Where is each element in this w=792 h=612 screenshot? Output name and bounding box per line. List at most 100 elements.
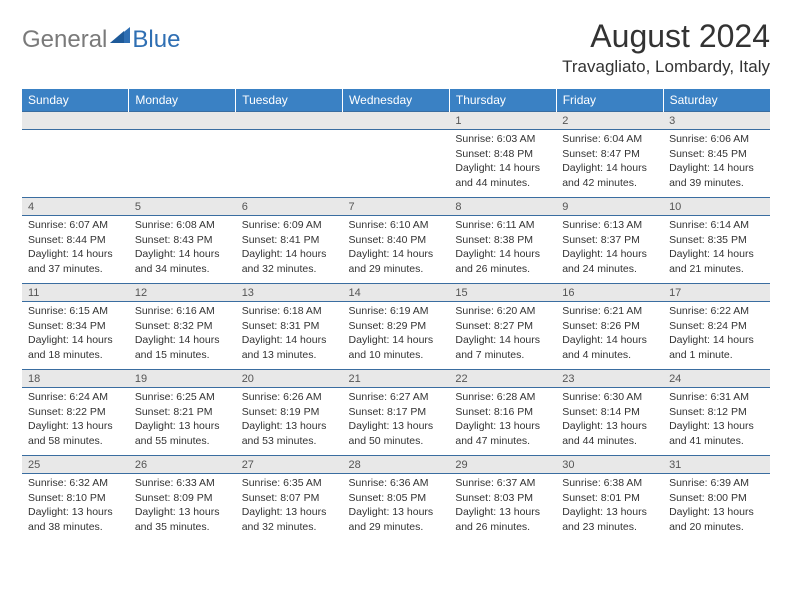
day-number: 2: [556, 112, 663, 129]
day-info: Sunrise: 6:11 AMSunset: 8:38 PMDaylight:…: [449, 216, 556, 281]
day-cell: 3: [663, 112, 770, 130]
day-info-cell: Sunrise: 6:15 AMSunset: 8:34 PMDaylight:…: [22, 302, 129, 370]
day-number: 19: [129, 370, 236, 387]
day-info-cell: [343, 130, 450, 198]
day-info: Sunrise: 6:04 AMSunset: 8:47 PMDaylight:…: [556, 130, 663, 195]
day-info-cell: Sunrise: 6:31 AMSunset: 8:12 PMDaylight:…: [663, 388, 770, 456]
day-number: 16: [556, 284, 663, 301]
day-number: 10: [663, 198, 770, 215]
day-info: Sunrise: 6:14 AMSunset: 8:35 PMDaylight:…: [663, 216, 770, 281]
info-row: Sunrise: 6:15 AMSunset: 8:34 PMDaylight:…: [22, 302, 770, 370]
day-header: Sunday: [22, 89, 129, 112]
day-info-cell: Sunrise: 6:20 AMSunset: 8:27 PMDaylight:…: [449, 302, 556, 370]
day-info: Sunrise: 6:32 AMSunset: 8:10 PMDaylight:…: [22, 474, 129, 539]
day-info-cell: Sunrise: 6:25 AMSunset: 8:21 PMDaylight:…: [129, 388, 236, 456]
day-info: Sunrise: 6:09 AMSunset: 8:41 PMDaylight:…: [236, 216, 343, 281]
day-header: Tuesday: [236, 89, 343, 112]
day-info-cell: Sunrise: 6:21 AMSunset: 8:26 PMDaylight:…: [556, 302, 663, 370]
day-number: 20: [236, 370, 343, 387]
day-info-cell: [236, 130, 343, 198]
header: General Blue August 2024 Travagliato, Lo…: [22, 18, 770, 77]
day-number: 4: [22, 198, 129, 215]
day-cell: 15: [449, 284, 556, 302]
day-number: 14: [343, 284, 450, 301]
day-info: Sunrise: 6:24 AMSunset: 8:22 PMDaylight:…: [22, 388, 129, 453]
day-info: [236, 130, 343, 136]
day-info: Sunrise: 6:25 AMSunset: 8:21 PMDaylight:…: [129, 388, 236, 453]
day-number: [236, 112, 343, 117]
day-number: 9: [556, 198, 663, 215]
day-number: 25: [22, 456, 129, 473]
day-number: 6: [236, 198, 343, 215]
day-info: [129, 130, 236, 136]
day-info-cell: Sunrise: 6:26 AMSunset: 8:19 PMDaylight:…: [236, 388, 343, 456]
day-cell: [343, 112, 450, 130]
day-info-cell: [129, 130, 236, 198]
day-info-cell: Sunrise: 6:10 AMSunset: 8:40 PMDaylight:…: [343, 216, 450, 284]
day-header: Friday: [556, 89, 663, 112]
day-cell: 21: [343, 370, 450, 388]
calendar-table: SundayMondayTuesdayWednesdayThursdayFrid…: [22, 89, 770, 542]
day-cell: 16: [556, 284, 663, 302]
daynum-row: 25262728293031: [22, 456, 770, 474]
logo-triangle-icon: [110, 27, 130, 48]
daynum-row: 123: [22, 112, 770, 130]
day-number: 8: [449, 198, 556, 215]
day-cell: [22, 112, 129, 130]
day-header: Thursday: [449, 89, 556, 112]
day-info-cell: Sunrise: 6:35 AMSunset: 8:07 PMDaylight:…: [236, 474, 343, 542]
day-info-cell: Sunrise: 6:11 AMSunset: 8:38 PMDaylight:…: [449, 216, 556, 284]
day-info-cell: Sunrise: 6:04 AMSunset: 8:47 PMDaylight:…: [556, 130, 663, 198]
day-header: Wednesday: [343, 89, 450, 112]
day-number: 29: [449, 456, 556, 473]
day-cell: 9: [556, 198, 663, 216]
daynum-row: 11121314151617: [22, 284, 770, 302]
day-number: 1: [449, 112, 556, 129]
day-info: [22, 130, 129, 136]
day-info: Sunrise: 6:10 AMSunset: 8:40 PMDaylight:…: [343, 216, 450, 281]
day-cell: 20: [236, 370, 343, 388]
day-info: Sunrise: 6:31 AMSunset: 8:12 PMDaylight:…: [663, 388, 770, 453]
day-info: Sunrise: 6:38 AMSunset: 8:01 PMDaylight:…: [556, 474, 663, 539]
day-info-cell: Sunrise: 6:08 AMSunset: 8:43 PMDaylight:…: [129, 216, 236, 284]
day-info-cell: Sunrise: 6:37 AMSunset: 8:03 PMDaylight:…: [449, 474, 556, 542]
day-cell: 5: [129, 198, 236, 216]
day-cell: 2: [556, 112, 663, 130]
day-info-cell: Sunrise: 6:18 AMSunset: 8:31 PMDaylight:…: [236, 302, 343, 370]
day-number: [129, 112, 236, 117]
day-cell: 22: [449, 370, 556, 388]
day-info-cell: Sunrise: 6:32 AMSunset: 8:10 PMDaylight:…: [22, 474, 129, 542]
day-info: Sunrise: 6:20 AMSunset: 8:27 PMDaylight:…: [449, 302, 556, 367]
day-cell: 28: [343, 456, 450, 474]
day-number: 24: [663, 370, 770, 387]
day-info-cell: Sunrise: 6:07 AMSunset: 8:44 PMDaylight:…: [22, 216, 129, 284]
day-number: [22, 112, 129, 117]
day-info: Sunrise: 6:21 AMSunset: 8:26 PMDaylight:…: [556, 302, 663, 367]
day-cell: 14: [343, 284, 450, 302]
day-info-cell: Sunrise: 6:14 AMSunset: 8:35 PMDaylight:…: [663, 216, 770, 284]
day-info-cell: Sunrise: 6:06 AMSunset: 8:45 PMDaylight:…: [663, 130, 770, 198]
day-cell: 10: [663, 198, 770, 216]
day-cell: 26: [129, 456, 236, 474]
day-cell: 19: [129, 370, 236, 388]
day-cell: 13: [236, 284, 343, 302]
day-cell: 6: [236, 198, 343, 216]
day-number: 17: [663, 284, 770, 301]
day-info: [343, 130, 450, 136]
day-header: Saturday: [663, 89, 770, 112]
day-number: 11: [22, 284, 129, 301]
day-header: Monday: [129, 89, 236, 112]
day-info-cell: Sunrise: 6:22 AMSunset: 8:24 PMDaylight:…: [663, 302, 770, 370]
day-number: 12: [129, 284, 236, 301]
day-info-cell: Sunrise: 6:36 AMSunset: 8:05 PMDaylight:…: [343, 474, 450, 542]
day-cell: 12: [129, 284, 236, 302]
day-info-cell: Sunrise: 6:16 AMSunset: 8:32 PMDaylight:…: [129, 302, 236, 370]
info-row: Sunrise: 6:32 AMSunset: 8:10 PMDaylight:…: [22, 474, 770, 542]
day-info: Sunrise: 6:33 AMSunset: 8:09 PMDaylight:…: [129, 474, 236, 539]
day-info-cell: Sunrise: 6:03 AMSunset: 8:48 PMDaylight:…: [449, 130, 556, 198]
day-info-cell: Sunrise: 6:27 AMSunset: 8:17 PMDaylight:…: [343, 388, 450, 456]
day-cell: 25: [22, 456, 129, 474]
day-cell: 1: [449, 112, 556, 130]
day-info: Sunrise: 6:06 AMSunset: 8:45 PMDaylight:…: [663, 130, 770, 195]
location: Travagliato, Lombardy, Italy: [562, 57, 770, 77]
